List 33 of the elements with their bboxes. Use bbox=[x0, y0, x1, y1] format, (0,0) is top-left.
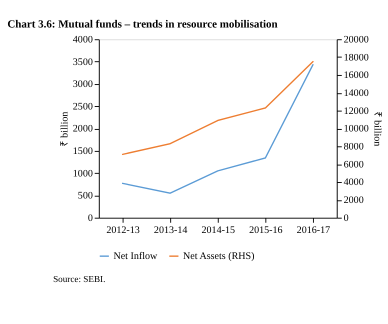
y-tick-label: 4000 bbox=[72, 34, 93, 46]
y-tick-label: 1500 bbox=[72, 146, 93, 158]
legend-label: Net Inflow bbox=[113, 250, 158, 262]
y2-tick-label: 2000 bbox=[344, 195, 364, 206]
y-tick-label: 2000 bbox=[72, 124, 93, 135]
y-tick-label: 1000 bbox=[72, 168, 93, 180]
legend-label: Net Assets (RHS) bbox=[183, 250, 254, 262]
y-axis-title: ₹ billion bbox=[59, 112, 70, 146]
x-tick-label: 2012-13 bbox=[106, 224, 140, 236]
y2-tick-label: 12000 bbox=[344, 106, 369, 117]
line-series bbox=[122, 60, 314, 156]
y2-tick-label: 18000 bbox=[344, 52, 369, 64]
y2-tick-label: 8000 bbox=[344, 142, 364, 153]
y-tick-label: 500 bbox=[78, 190, 93, 202]
x-tick-label: 2013-14 bbox=[154, 224, 188, 236]
y2-tick-label: 4000 bbox=[344, 177, 364, 188]
y2-tick-label: 14000 bbox=[344, 88, 369, 100]
y2-tick-label: 10000 bbox=[344, 124, 369, 135]
y2-axis-title: ₹ billion bbox=[371, 112, 382, 146]
line-series bbox=[122, 64, 314, 194]
x-tick-label: 2014-15 bbox=[202, 224, 235, 236]
y-tick-label: 2500 bbox=[72, 101, 93, 112]
x-tick-label: 2016-17 bbox=[296, 224, 330, 236]
y2-tick-label: 20000 bbox=[344, 34, 369, 46]
source-note: Source: SEBI. bbox=[53, 274, 106, 284]
y-tick-label: 3000 bbox=[72, 79, 93, 90]
x-tick-label: 2015-16 bbox=[249, 224, 283, 236]
y2-tick-label: 16000 bbox=[344, 70, 369, 82]
y2-tick-label: 6000 bbox=[344, 159, 364, 170]
y2-tick-label: 0 bbox=[344, 212, 349, 224]
y-tick-label: 0 bbox=[88, 212, 93, 224]
chart-title: Chart 3.6: Mutual funds – trends in resource mobilisation bbox=[7, 18, 278, 30]
y-tick-label: 3500 bbox=[72, 56, 93, 68]
